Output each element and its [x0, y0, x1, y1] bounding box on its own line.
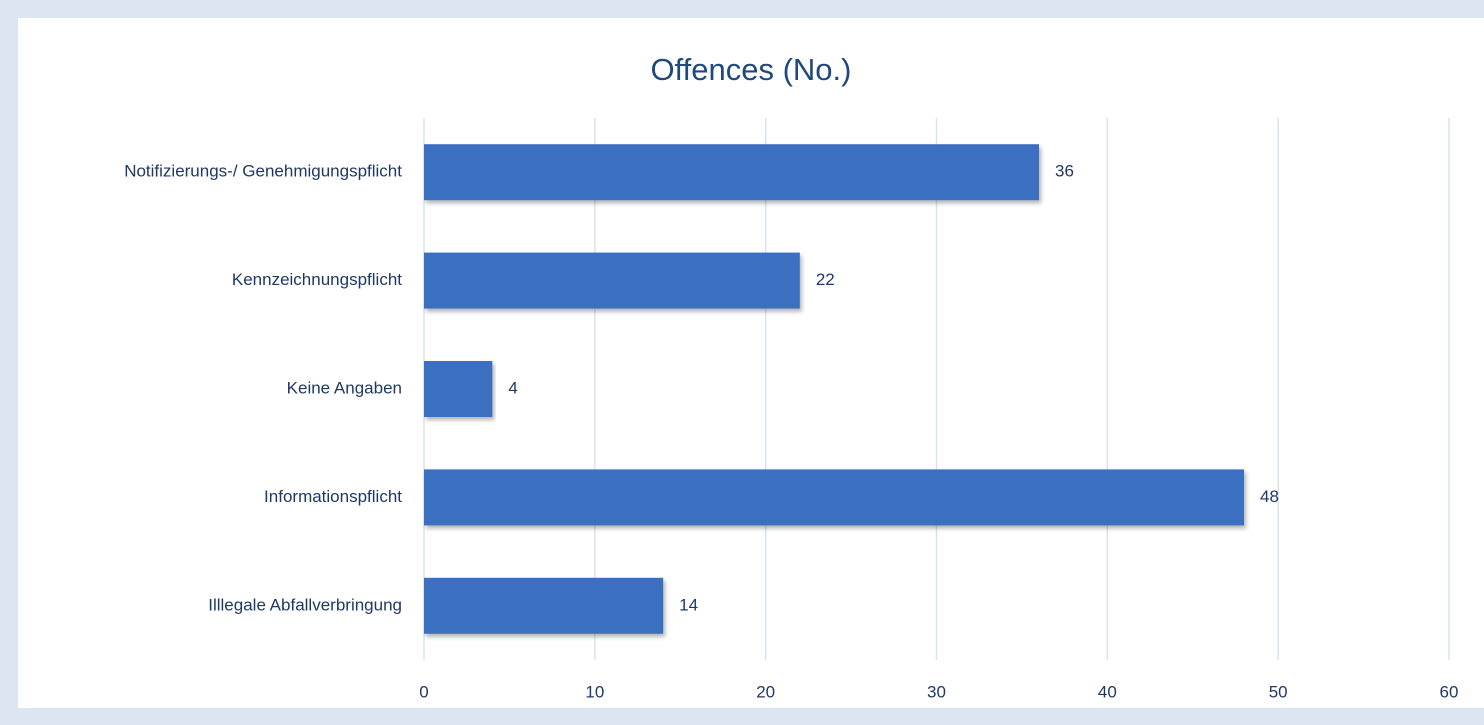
x-tick-label: 20 — [756, 682, 775, 701]
y-tick-label: Kennzeichnungspflicht — [232, 270, 402, 289]
bar — [424, 469, 1244, 526]
x-tick-label: 30 — [927, 682, 946, 701]
x-tick-label: 60 — [1440, 682, 1459, 701]
value-label: 22 — [816, 270, 835, 289]
x-tick-label: 50 — [1269, 682, 1288, 701]
y-tick-label: Illlegale Abfallverbringung — [208, 595, 402, 614]
value-label: 4 — [508, 378, 517, 397]
bar — [424, 252, 800, 309]
value-label: 14 — [679, 595, 698, 614]
bar — [424, 144, 1039, 201]
value-label: 36 — [1055, 162, 1074, 181]
x-tick-label: 40 — [1098, 682, 1117, 701]
chart-title: Offences (No.) — [650, 52, 851, 87]
bar — [424, 361, 493, 417]
bar — [424, 577, 664, 634]
y-tick-label: Informationspflicht — [264, 487, 402, 506]
chart-panel — [18, 18, 1484, 708]
y-tick-label: Notifizierungs-/ Genehmigungspflicht — [124, 162, 402, 181]
y-tick-label: Keine Angaben — [287, 378, 402, 397]
x-tick-label: 10 — [585, 682, 604, 701]
x-tick-label: 0 — [419, 682, 428, 701]
value-label: 48 — [1260, 487, 1279, 506]
